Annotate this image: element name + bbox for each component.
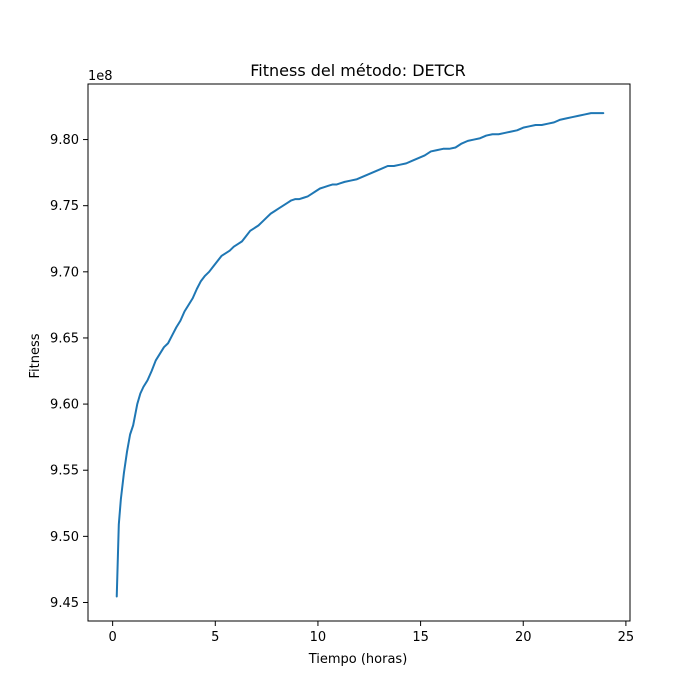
plot-layer: 0 5 10 15 20 25 9.45 9.50 9.55 9.60 9.65 9.70 9.75 9.…	[50, 83, 635, 645]
y-tick-label: 9.50	[50, 530, 79, 545]
x-tick-label: 10	[310, 630, 327, 645]
fitness-series-line	[115, 112, 605, 598]
y-tick-label: 9.65	[50, 331, 79, 346]
y-tick-label: 9.70	[50, 265, 79, 280]
x-tick-label: 15	[412, 630, 429, 645]
y-tick-label: 9.55	[50, 464, 79, 479]
y-tick-label: 9.75	[50, 199, 79, 214]
x-tick-label: 25	[618, 630, 635, 645]
x-tick-label: 20	[515, 630, 532, 645]
y-axis-offset-label: 1e8	[88, 69, 113, 84]
y-axis-label: Fitness	[28, 333, 43, 378]
x-tick-label: 0	[108, 630, 116, 645]
chart-title: Fitness del método: DETCR	[250, 61, 466, 80]
x-tick-label: 5	[211, 630, 219, 645]
y-tick-label: 9.80	[50, 133, 79, 148]
x-axis-label: Tiempo (horas)	[308, 652, 408, 667]
y-tick-label: 9.60	[50, 398, 79, 413]
plot-frame	[87, 83, 631, 622]
y-tick-label: 9.45	[50, 596, 79, 611]
